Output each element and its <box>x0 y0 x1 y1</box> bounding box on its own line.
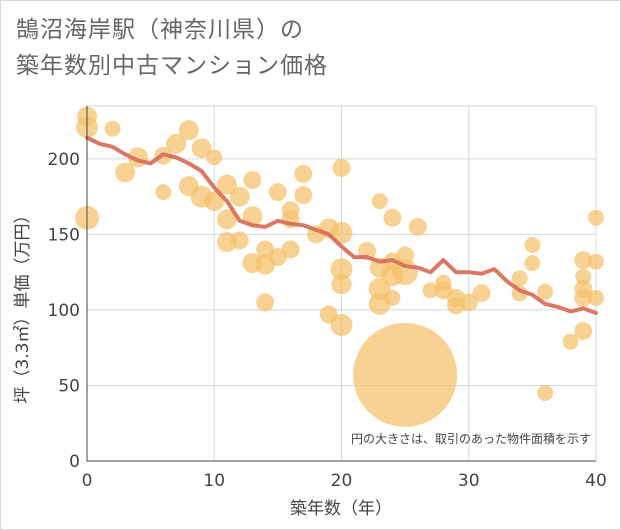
bubble-point <box>353 322 458 427</box>
bubble-point <box>330 314 353 337</box>
x-tick-label: 30 <box>458 471 480 491</box>
bubble-point <box>511 270 528 287</box>
x-tick-label: 40 <box>585 471 607 491</box>
bubble-point <box>242 206 263 227</box>
y-tick-label: 150 <box>48 225 80 245</box>
x-tick-label: 20 <box>331 471 353 491</box>
bubble-point <box>537 385 554 402</box>
bubble-point <box>229 186 250 207</box>
bubble-point <box>588 209 604 226</box>
bubble-point <box>281 240 300 259</box>
bubble-point <box>537 283 554 300</box>
bubble-point <box>384 289 401 306</box>
bubble-point <box>330 221 353 244</box>
bubble-point <box>383 208 402 227</box>
y-tick-label: 50 <box>58 376 80 396</box>
y-axis-label: 坪（3.3㎡）単価（万円） <box>13 206 33 403</box>
bubble-point <box>472 284 491 303</box>
bubble-point <box>574 288 593 307</box>
bubble-point <box>422 282 439 299</box>
bubble-point <box>574 322 593 341</box>
bubbles <box>75 106 604 427</box>
y-tick-label: 0 <box>69 452 80 472</box>
bubble-point <box>178 120 199 141</box>
bubble-point <box>524 255 541 272</box>
average-trend-line <box>85 135 598 315</box>
y-tick-label: 200 <box>48 150 80 170</box>
x-axis-label: 築年数（年） <box>290 499 392 519</box>
chart-title: 鵠沼海岸駅（神奈川県）の 築年数別中古マンション価格 <box>16 17 328 79</box>
bubble-point <box>562 333 579 350</box>
bubble-point <box>230 231 249 250</box>
bubble-point <box>575 268 592 285</box>
x-tick-label: 0 <box>82 471 93 491</box>
bubble-point <box>155 184 172 201</box>
bubble-point <box>588 289 604 306</box>
y-tick-label: 100 <box>48 301 80 321</box>
bubble-point <box>371 193 388 210</box>
bubble-point <box>332 158 351 177</box>
axes: 0 10 20 30 40 0 50 100 150 200 <box>48 106 607 491</box>
size-legend-note: 円の大きさは、取引のあった物件面積を示す <box>351 431 591 446</box>
bubble-point <box>206 149 223 166</box>
bubble-point <box>216 174 237 195</box>
bubble-point <box>524 236 541 253</box>
bubble-point <box>294 164 313 183</box>
bubble-point <box>204 191 225 212</box>
bubble-point <box>115 162 136 183</box>
bubble-point <box>104 120 121 137</box>
trend <box>85 135 598 315</box>
bubble-point <box>216 209 237 230</box>
bubble-point <box>294 186 313 205</box>
bubble-point <box>588 253 604 270</box>
bubble-point <box>256 293 275 312</box>
bubble-point <box>408 217 427 236</box>
bubble-point <box>191 138 212 159</box>
bubble-point <box>459 293 478 312</box>
bubble-point <box>331 274 352 295</box>
bubble-point <box>574 251 593 270</box>
bubble-point <box>330 258 353 281</box>
x-tick-label: 10 <box>203 471 225 491</box>
bubble-point <box>268 183 287 202</box>
bubble-point <box>166 133 187 154</box>
bubble-point <box>243 171 262 190</box>
